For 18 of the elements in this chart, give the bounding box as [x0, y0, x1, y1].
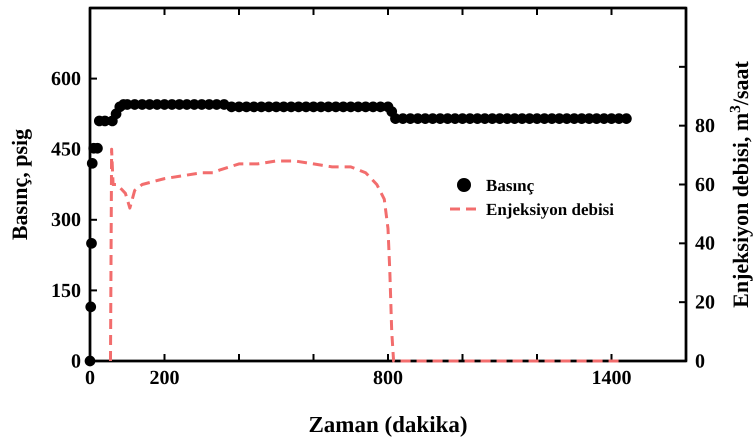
x-tick-label: 200 [150, 367, 180, 390]
y2-tick-label: 40 [695, 232, 715, 255]
y-axis-title: Basınç, psig [7, 128, 32, 240]
y-tick-label: 300 [51, 209, 81, 232]
y-tick-label: 450 [51, 138, 81, 161]
y2-tick-label: 20 [695, 292, 715, 314]
x-tick-label: 800 [373, 367, 403, 390]
y2-tick-label: 0 [695, 350, 705, 372]
y-tick-label: 150 [51, 280, 81, 302]
legend-label: Basınç [486, 176, 535, 195]
legend-label: Enjeksiyon debisi [486, 200, 614, 219]
y-tick-label: 600 [51, 68, 81, 90]
x-tick-label: 1400 [592, 367, 632, 390]
y2-tick-label: 60 [695, 174, 715, 196]
x-axis-title: Zaman (dakika) [308, 412, 468, 437]
y-tick-label: 0 [71, 350, 81, 372]
y2-tick-label: 80 [695, 115, 715, 138]
x-tick-label: 0 [85, 367, 95, 390]
